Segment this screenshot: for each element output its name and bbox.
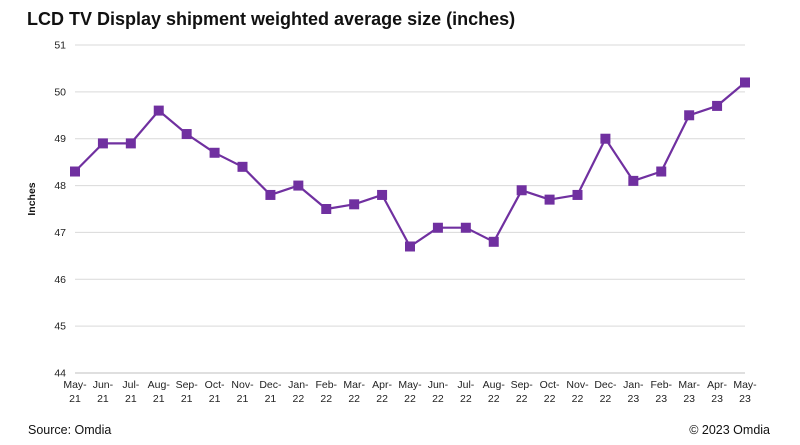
data-point-11 (377, 189, 388, 200)
x-tick-label-13-month: Jun- (428, 379, 449, 391)
y-axis-label: Inches (26, 182, 38, 215)
y-tick-label-50: 50 (54, 86, 66, 98)
chart-title: LCD TV Display shipment weighted average… (27, 9, 516, 29)
x-tick-label-3-month: Aug- (148, 379, 171, 391)
data-point-19 (600, 133, 611, 144)
y-tick-label-51: 51 (54, 40, 66, 52)
data-point-17 (544, 194, 555, 205)
x-tick-label-7-month: Dec- (259, 379, 282, 391)
x-tick-label-21-month: Feb- (650, 379, 672, 391)
y-tick-label-45: 45 (54, 321, 66, 333)
y-tick-label-49: 49 (54, 133, 66, 145)
x-tick-label-23-year: 23 (711, 393, 723, 405)
x-tick-label-2-month: Jul- (122, 379, 139, 391)
data-point-4 (181, 129, 192, 140)
x-tick-label-0-month: May- (63, 379, 87, 391)
x-tick-label-13-year: 22 (432, 393, 444, 405)
x-tick-label-11-year: 22 (376, 393, 388, 405)
x-tick-label-12-year: 22 (404, 393, 416, 405)
x-tick-label-20-year: 23 (627, 393, 639, 405)
y-tick-label-48: 48 (54, 180, 66, 192)
series-markers (70, 77, 750, 252)
x-tick-label-4-year: 21 (181, 393, 193, 405)
data-point-9 (321, 204, 332, 214)
x-tick-label-8-month: Jan- (288, 379, 309, 391)
x-tick-label-18-year: 22 (572, 393, 584, 405)
x-tick-label-14-year: 22 (460, 393, 472, 405)
data-point-24 (740, 77, 750, 88)
x-tick-label-24-year: 23 (739, 393, 751, 405)
data-point-22 (684, 110, 695, 121)
x-tick-label-10-month: Mar- (343, 379, 365, 391)
y-tick-label-46: 46 (54, 274, 66, 286)
x-tick-label-10-year: 22 (348, 393, 360, 405)
data-point-14 (460, 222, 471, 233)
x-tick-label-1-month: Jun- (93, 379, 114, 391)
data-point-18 (572, 189, 583, 200)
x-tick-label-17-year: 22 (544, 393, 556, 405)
x-tick-label-11-month: Apr- (372, 379, 392, 391)
x-tick-label-21-year: 23 (655, 393, 667, 405)
x-tick-label-23-month: Apr- (707, 379, 727, 391)
data-point-8 (293, 180, 304, 191)
data-point-13 (432, 222, 443, 233)
x-tick-label-5-month: Oct- (205, 379, 225, 391)
x-tick-label-8-year: 22 (292, 393, 304, 405)
x-tick-label-9-month: Feb- (315, 379, 337, 391)
y-tick-label-47: 47 (54, 227, 66, 239)
source-note: Source: Omdia (28, 423, 112, 437)
x-tick-label-5-year: 21 (209, 393, 221, 405)
x-tick-label-22-month: Mar- (678, 379, 700, 391)
data-point-5 (209, 147, 220, 158)
x-tick-label-20-month: Jan- (623, 379, 644, 391)
y-axis-ticks: 44 45 46 47 48 49 50 51 (54, 40, 66, 380)
data-point-2 (125, 138, 136, 149)
x-tick-label-0-year: 21 (69, 393, 81, 405)
x-tick-label-16-year: 22 (516, 393, 528, 405)
x-tick-label-22-year: 23 (683, 393, 695, 405)
x-tick-label-4-month: Sep- (176, 379, 199, 391)
x-tick-label-7-year: 21 (265, 393, 277, 405)
data-point-15 (488, 236, 499, 247)
x-tick-label-19-month: Dec- (594, 379, 617, 391)
x-tick-label-9-year: 22 (320, 393, 332, 405)
x-tick-label-18-month: Nov- (566, 379, 589, 391)
series-polyline (74, 81, 746, 248)
data-point-23 (712, 100, 723, 111)
data-point-20 (628, 175, 639, 186)
data-point-3 (153, 105, 164, 116)
x-tick-label-2-year: 21 (125, 393, 137, 405)
x-tick-label-12-month: May- (398, 379, 422, 391)
data-point-10 (349, 199, 360, 210)
x-axis-ticks: May- 21 Jun- 21 Jul- 21 Aug- 21 Sep- 21 Oct- 21 Nov-… (63, 379, 757, 405)
gridlines (75, 44, 745, 374)
x-tick-label-3-year: 21 (153, 393, 165, 405)
x-tick-label-19-year: 22 (600, 393, 612, 405)
x-tick-label-15-year: 22 (488, 393, 500, 405)
data-point-6 (237, 161, 248, 172)
x-tick-label-6-month: Nov- (231, 379, 254, 391)
x-tick-label-16-month: Sep- (511, 379, 534, 391)
data-point-1 (97, 138, 108, 149)
x-tick-label-24-month: May- (733, 379, 757, 391)
x-tick-label-14-month: Jul- (457, 379, 474, 391)
copyright-note: © 2023 Omdia (689, 423, 770, 437)
x-tick-label-15-month: Aug- (483, 379, 506, 391)
x-tick-label-6-year: 21 (237, 393, 249, 405)
data-point-7 (265, 189, 276, 200)
x-tick-label-17-month: Oct- (540, 379, 560, 391)
data-point-16 (516, 185, 527, 196)
data-point-21 (656, 166, 667, 177)
series-line (74, 81, 746, 248)
y-tick-label-44: 44 (54, 368, 66, 380)
data-point-12 (405, 241, 415, 252)
data-point-0 (70, 166, 80, 177)
x-tick-label-1-year: 21 (97, 393, 109, 405)
